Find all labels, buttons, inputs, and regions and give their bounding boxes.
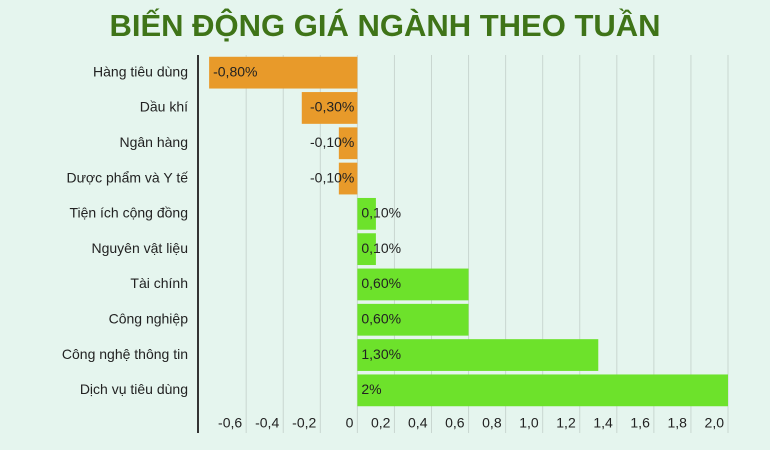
x-tick-label: 0 [346, 415, 354, 431]
y-tick-label: Dịch vụ tiêu dùng [80, 381, 188, 397]
value-label: 0,10% [361, 205, 401, 221]
value-label: -0,80% [213, 63, 257, 79]
x-tick-label: 0,4 [408, 415, 428, 431]
y-tick-label: Tiện ích cộng đồng [69, 205, 188, 221]
x-tick-label: 1,2 [556, 415, 576, 431]
value-label: 0,60% [361, 310, 401, 326]
bar [338, 162, 358, 195]
x-tick-label: -0,2 [292, 415, 316, 431]
y-tick-label: Tài chính [130, 275, 188, 291]
value-label: 0,10% [361, 240, 401, 256]
y-tick-label: Dược phẩm và Y tế [66, 169, 188, 185]
bar [357, 303, 469, 336]
y-tick-label: Hàng tiêu dùng [93, 63, 188, 79]
y-tick-label: Dầu khí [140, 99, 188, 115]
x-tick-label: 1,4 [593, 415, 613, 431]
y-tick-label: Công nghiệp [109, 310, 189, 326]
x-tick-label: 2,0 [705, 415, 725, 431]
x-tick-label: -0,4 [255, 415, 279, 431]
chart-title: BIẾN ĐỘNG GIÁ NGÀNH THEO TUẦN [109, 7, 660, 43]
x-tick-label: 0,6 [445, 415, 465, 431]
y-tick-label: Công nghệ thông tin [62, 346, 188, 362]
bar [338, 127, 358, 160]
value-label: -0,10% [310, 169, 354, 185]
value-label: 1,30% [361, 346, 401, 362]
bar [357, 233, 376, 266]
y-tick-label: Nguyên vật liệu [91, 240, 188, 256]
value-label: 2% [361, 381, 381, 397]
value-label: 0,60% [361, 275, 401, 291]
bar [357, 339, 599, 371]
y-tick-label: Ngân hàng [119, 134, 188, 150]
bar [357, 197, 376, 230]
x-tick-label: 1,8 [667, 415, 687, 431]
bar [209, 56, 358, 89]
value-label: -0,30% [310, 99, 354, 115]
value-label: -0,10% [310, 134, 354, 150]
x-tick-label: 1,0 [519, 415, 539, 431]
x-tick-label: 1,6 [630, 415, 650, 431]
bar [357, 374, 728, 407]
x-tick-label: 0,2 [371, 415, 391, 431]
bar [301, 92, 358, 124]
x-tick-label: 0,8 [482, 415, 502, 431]
bar [357, 268, 469, 301]
x-tick-label: -0,6 [218, 415, 242, 431]
